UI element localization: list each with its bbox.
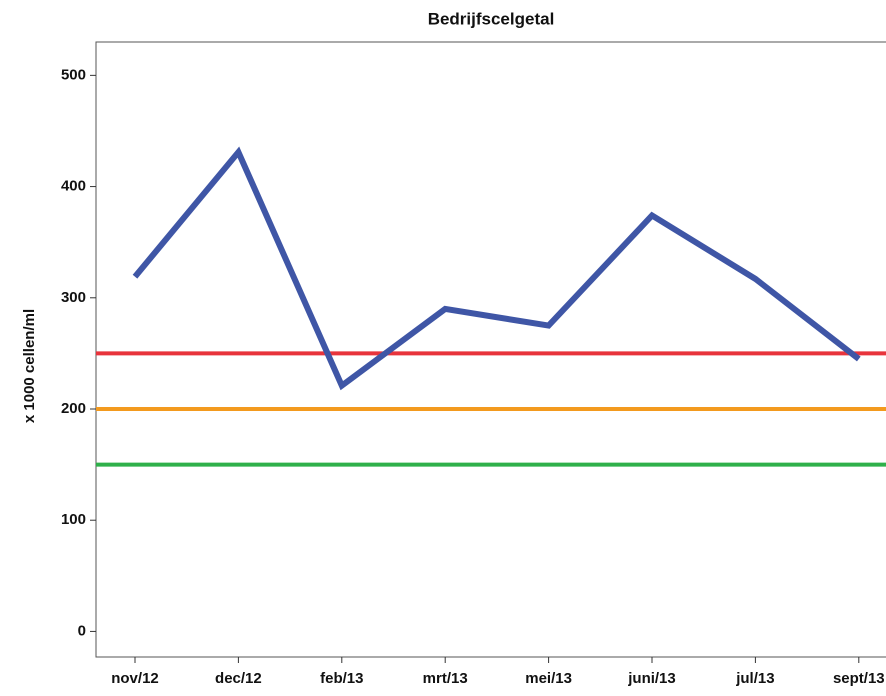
- y-tick-label: 0: [78, 622, 86, 639]
- x-tick-label: mrt/13: [423, 670, 468, 687]
- data-line: [132, 146, 861, 391]
- x-tick-label: mei/13: [525, 670, 572, 687]
- x-tick-label: jul/13: [735, 670, 774, 687]
- y-axis-label: x 1000 cellen/ml: [21, 309, 38, 423]
- y-tick-label: 500: [61, 66, 86, 83]
- x-tick-label: feb/13: [320, 670, 363, 687]
- y-tick-label: 100: [61, 511, 86, 528]
- x-tick-label: nov/12: [111, 670, 159, 687]
- chart-title: Bedrijfscelgetal: [428, 9, 555, 28]
- x-tick-label: juni/13: [627, 670, 676, 687]
- plot-frame: [95, 41, 886, 658]
- y-tick-label: 300: [61, 289, 86, 306]
- y-tick-label: 200: [61, 400, 86, 417]
- y-tick-label: 400: [61, 178, 86, 195]
- x-tick-label: dec/12: [215, 670, 262, 687]
- x-tick-label: sept/13: [833, 670, 885, 687]
